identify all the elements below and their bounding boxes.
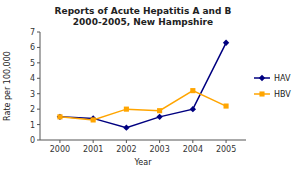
legend: HAV HBV: [254, 74, 291, 99]
chart: Reports of Acute Hepatitis A and B2000-2…: [0, 0, 306, 174]
y-tick: [37, 93, 40, 94]
title-line: Reports of Acute Hepatitis A and B: [55, 6, 232, 16]
point: [190, 106, 196, 112]
point: [124, 107, 129, 112]
y-tick: [37, 32, 40, 33]
point: [157, 108, 162, 113]
x-axis: [40, 140, 246, 141]
title-line: 2000-2005, New Hampshire: [73, 17, 213, 27]
legend-marker: [259, 91, 264, 96]
point: [224, 103, 229, 108]
legend-label: HBV: [274, 90, 291, 99]
y-tick-label: 3: [30, 90, 35, 99]
point: [123, 124, 129, 130]
point: [190, 88, 195, 93]
x-tick: [226, 140, 227, 143]
y-tick: [37, 78, 40, 79]
point: [57, 114, 63, 120]
x-tick: [93, 140, 94, 143]
point: [90, 115, 96, 121]
x-tick-label: 2002: [116, 145, 136, 154]
x-tick: [126, 140, 127, 143]
series-line: [60, 43, 226, 128]
point: [223, 40, 229, 46]
legend-marker: [259, 75, 265, 81]
x-tick-label: 2005: [216, 145, 236, 154]
y-tick: [37, 140, 40, 141]
point: [57, 114, 62, 119]
y-tick-label: 2: [30, 105, 35, 114]
point: [91, 117, 96, 122]
y-tick-label: 1: [30, 121, 35, 130]
y-tick-label: 6: [30, 43, 35, 52]
y-axis: [40, 32, 41, 140]
x-tick: [192, 140, 193, 143]
y-tick-label: 0: [30, 136, 35, 145]
x-tick-label: 2000: [50, 145, 70, 154]
x-axis-label: Year: [134, 158, 153, 167]
y-tick-label: 4: [30, 74, 35, 83]
x-tick: [159, 140, 160, 143]
legend-label: HAV: [274, 74, 291, 83]
plot-area: [57, 40, 230, 131]
y-tick: [37, 124, 40, 125]
title: Reports of Acute Hepatitis A and B2000-2…: [55, 6, 232, 27]
y-axis-label: Rate per 100,000: [3, 51, 12, 121]
series-line: [60, 91, 226, 120]
x-tick-label: 2001: [83, 145, 103, 154]
point: [156, 114, 162, 120]
y-tick-label: 5: [30, 59, 35, 68]
x-tick: [59, 140, 60, 143]
y-tick: [37, 109, 40, 110]
y-tick: [37, 62, 40, 63]
x-tick-label: 2003: [149, 145, 169, 154]
x-tick-label: 2004: [183, 145, 203, 154]
y-tick: [37, 47, 40, 48]
y-tick-label: 7: [30, 28, 35, 37]
